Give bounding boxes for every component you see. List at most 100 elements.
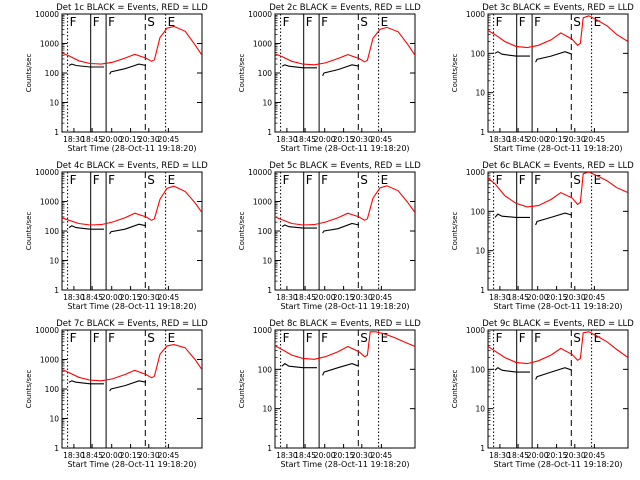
marker-label: S: [147, 15, 155, 29]
y-tick-label: 1000: [466, 168, 485, 177]
marker-label: F: [283, 173, 290, 187]
y-tick-label: 1000: [253, 326, 272, 335]
panel-title: Det 3c BLACK = Events, RED = LLD: [482, 3, 634, 13]
marker-label: F: [496, 173, 503, 187]
x-tick-label: 18:30: [276, 135, 298, 144]
marker-label: E: [381, 173, 389, 187]
marker-label: S: [147, 173, 155, 187]
x-tick-label: 20:45: [584, 451, 606, 460]
y-tick-label: 1000: [466, 10, 485, 19]
x-tick-label: 20:15: [120, 293, 142, 302]
x-tick-label: 20:15: [120, 451, 142, 460]
y-axis-title: Counts/sec: [451, 54, 459, 93]
x-axis-title: Start Time (28-Oct-11 19:18:20): [493, 144, 622, 153]
y-tick-label: 100: [45, 385, 60, 394]
x-axis-title: Start Time (28-Oct-11 19:18:20): [67, 460, 196, 469]
series-line-lld: [275, 331, 415, 360]
marker-label: E: [381, 331, 389, 345]
series-line-lld: [275, 26, 415, 66]
marker-label: S: [360, 15, 368, 29]
y-axis-title: Counts/sec: [238, 370, 246, 409]
y-tick-label: 1000: [253, 198, 272, 207]
series-line-events: [281, 362, 360, 376]
marker-label: S: [573, 173, 581, 187]
marker-label: E: [381, 15, 389, 29]
marker-label: E: [168, 15, 176, 29]
x-tick-label: 20:15: [546, 135, 568, 144]
y-tick-label: 100: [258, 227, 273, 236]
x-axis-title: Start Time (28-Oct-11 19:18:20): [493, 460, 622, 469]
marker-label: F: [93, 173, 100, 187]
y-tick-label: 1000: [40, 356, 59, 365]
y-tick-label: 10000: [35, 10, 59, 19]
y-tick-label: 1000: [466, 326, 485, 335]
x-tick-label: 18:45: [81, 293, 103, 302]
series-line-events: [494, 367, 573, 380]
x-tick-label: 18:30: [63, 293, 85, 302]
x-tick-label: 18:30: [276, 451, 298, 460]
x-tick-label: 20:00: [527, 135, 549, 144]
x-tick-label: 18:30: [489, 135, 511, 144]
y-axis-title: Counts/sec: [25, 54, 33, 93]
plot-frame: [274, 329, 416, 449]
series-line-events: [281, 64, 360, 77]
panel-title: Det 6c BLACK = Events, RED = LLD: [482, 161, 634, 171]
x-axis-title: Start Time (28-Oct-11 19:18:20): [493, 302, 622, 311]
y-tick-label: 1000: [253, 40, 272, 49]
marker-label: E: [168, 331, 176, 345]
x-tick-label: 20:00: [101, 293, 123, 302]
plot-frame: [487, 171, 629, 291]
x-tick-label: 20:15: [333, 451, 355, 460]
x-tick-label: 18:45: [81, 451, 103, 460]
panel-title: Det 7c BLACK = Events, RED = LLD: [56, 319, 208, 329]
x-axis-title: Start Time (28-Oct-11 19:18:20): [280, 302, 409, 311]
y-tick-label: 10: [475, 89, 485, 98]
x-tick-label: 20:00: [314, 135, 336, 144]
y-tick-label: 1: [54, 444, 59, 453]
x-tick-label: 20:45: [371, 293, 393, 302]
marker-label: F: [70, 15, 77, 29]
x-tick-label: 18:30: [489, 451, 511, 460]
marker-label: F: [519, 331, 526, 345]
y-axis-title: Counts/sec: [451, 212, 459, 251]
y-tick-label: 10: [262, 257, 272, 266]
x-tick-label: 20:30: [138, 135, 160, 144]
x-tick-label: 20:15: [546, 293, 568, 302]
x-tick-label: 18:45: [507, 135, 529, 144]
marker-label: F: [321, 331, 328, 345]
marker-label: F: [534, 331, 541, 345]
x-axis-title: Start Time (28-Oct-11 19:18:20): [280, 144, 409, 153]
x-axis-title: Start Time (28-Oct-11 19:18:20): [67, 144, 196, 153]
y-tick-label: 1: [480, 128, 485, 137]
marker-label: F: [93, 15, 100, 29]
x-axis-title: Start Time (28-Oct-11 19:18:20): [67, 302, 196, 311]
x-tick-label: 20:45: [584, 293, 606, 302]
marker-label: F: [534, 173, 541, 187]
y-tick-label: 10: [49, 415, 59, 424]
x-tick-label: 20:00: [314, 293, 336, 302]
marker-label: F: [306, 331, 313, 345]
plot-frame: [487, 329, 629, 449]
y-tick-label: 100: [471, 49, 486, 58]
y-tick-label: 10000: [35, 326, 59, 335]
marker-label: E: [594, 15, 602, 29]
x-tick-label: 18:45: [294, 293, 316, 302]
y-tick-label: 1: [267, 286, 272, 295]
marker-label: F: [108, 15, 115, 29]
y-tick-label: 10: [475, 247, 485, 256]
y-tick-label: 1000: [40, 198, 59, 207]
x-tick-label: 20:30: [138, 451, 160, 460]
y-tick-label: 1: [480, 444, 485, 453]
x-tick-label: 20:30: [351, 135, 373, 144]
x-tick-label: 20:45: [371, 451, 393, 460]
panel-title: Det 9c BLACK = Events, RED = LLD: [482, 319, 634, 329]
marker-label: F: [534, 15, 541, 29]
marker-label: E: [594, 331, 602, 345]
series-line-lld: [488, 15, 628, 49]
